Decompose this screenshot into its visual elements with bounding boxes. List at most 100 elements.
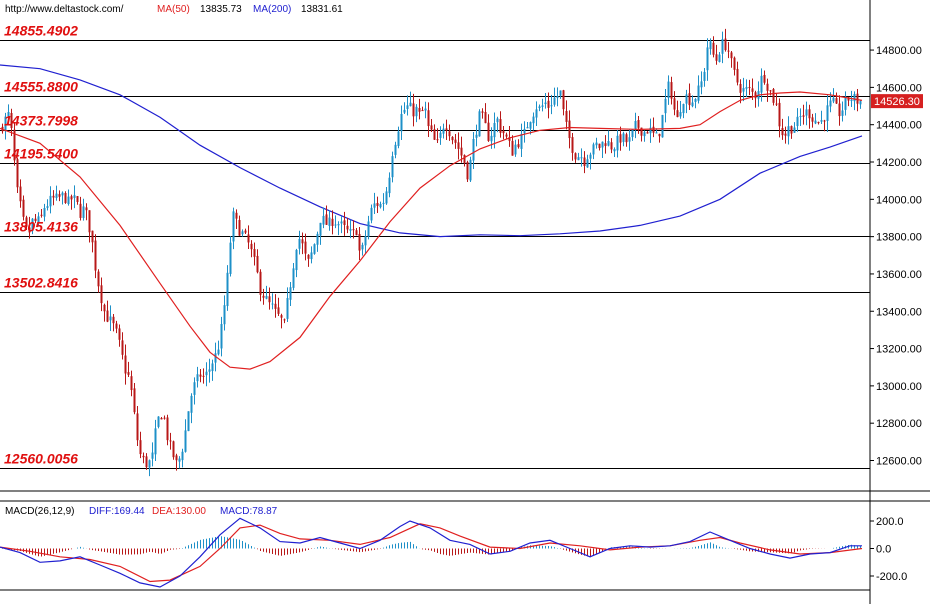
candle [454,133,457,149]
candle [817,121,820,125]
candle-body [574,153,577,160]
candle [706,38,709,81]
candle [430,119,433,132]
candle-body [445,128,448,131]
candle-body [526,127,529,129]
candle [259,269,262,302]
candle [667,75,670,105]
candle-body [628,137,631,142]
candle-body [118,328,121,340]
candle-body [247,234,250,243]
candle [313,243,316,255]
candle-body [730,52,733,59]
candle [523,121,526,143]
candle [397,126,400,149]
candle [661,114,664,138]
candle-body [766,83,769,91]
candle-body [403,109,406,113]
candle-body [502,131,505,134]
candle-body [238,220,241,236]
candle-body [193,382,196,395]
candle-body [685,94,688,104]
candle-body [769,90,772,92]
macd-lines [0,517,863,588]
candle [286,287,289,322]
level-label: 14855.4902 [4,23,78,39]
candle-body [577,157,580,161]
candle-body [4,116,7,132]
candle [19,179,22,208]
candle-body [559,90,562,96]
candle-body [7,112,10,117]
candle [838,95,841,126]
candle [160,417,163,420]
candle [403,102,406,114]
candle [241,229,244,237]
level-label: 13805.4136 [4,219,78,235]
macd-dea-line [0,523,863,583]
candle [391,151,394,183]
candle-body [838,103,841,117]
candle-body [673,98,676,110]
candle [760,68,763,102]
candle [433,124,436,141]
candle-body [430,125,433,130]
candle [304,233,307,261]
candle [280,313,283,329]
candle [538,104,541,112]
candle-body [271,303,274,305]
candle-body [679,112,682,117]
candle [484,103,487,124]
candle-body [772,89,775,103]
support-resistance-levels [0,40,870,469]
candle-body [490,135,493,142]
candle-body [214,353,217,363]
candle [550,94,553,115]
candle [76,195,79,205]
candle-body [385,191,388,204]
candle [808,104,811,129]
candle [445,119,448,141]
level-labels: 14855.4902 14555.8800 14373.7998 14195.5400… [4,23,78,467]
candle [475,124,478,147]
candle [331,210,334,235]
candle [418,98,421,120]
candle [136,406,139,447]
candle [658,133,661,143]
candle [175,453,178,471]
candle [580,148,583,167]
candle [295,248,298,278]
ma50-line-layer [0,91,863,370]
candle-body [223,305,226,325]
candle-body [55,193,58,198]
candle-body [391,156,394,178]
candle [649,118,652,143]
candle-body [145,456,148,468]
candle [148,459,151,477]
candle-body [814,120,817,124]
price-axis-label: 13200.00 [876,344,922,356]
candle [25,215,28,230]
candle-body [109,316,112,321]
candle [361,242,364,256]
price-axis-label: 13000.00 [876,381,922,393]
candle-body [793,127,796,133]
candle [622,131,625,147]
candle-body [739,83,742,93]
candle-body [484,112,487,124]
candle-body [205,371,208,376]
candle [733,56,736,76]
candle-body [568,120,571,139]
candle [100,277,103,312]
candle [154,419,157,462]
candle-body [241,231,244,235]
candle [10,108,13,136]
candle-body [802,115,805,117]
macd-diff-legend: DIFF:169.44 [89,506,145,517]
ma200-line-layer [0,64,863,238]
candle-body [565,110,568,122]
candle-body [523,128,526,134]
candle-body [634,121,637,129]
candle-body [340,221,343,224]
